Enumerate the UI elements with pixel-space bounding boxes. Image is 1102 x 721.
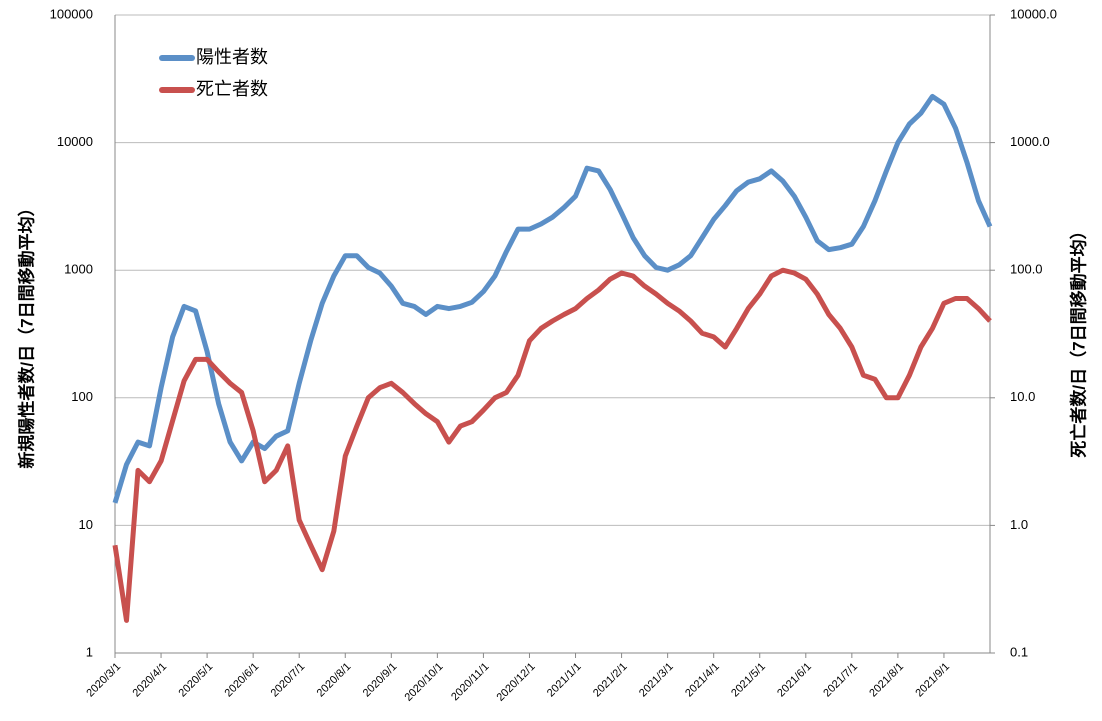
x-tick-label: 2021/1/1	[545, 661, 584, 700]
x-tick-label: 2020/6/1	[223, 661, 262, 700]
x-tick-label: 2020/5/1	[177, 661, 216, 700]
y-tick-label: 10000	[57, 134, 93, 149]
x-tick-label: 2021/3/1	[637, 661, 676, 700]
x-tick-label: 2021/4/1	[683, 661, 722, 700]
y-tick-label: 10	[79, 517, 93, 532]
y2-tick-label: 10000.0	[1010, 6, 1057, 21]
y2-tick-label: 1000.0	[1010, 134, 1050, 149]
y2-tick-label: 100.0	[1010, 262, 1043, 277]
x-tick-label: 2020/4/1	[130, 661, 169, 700]
x-tick-label: 2021/8/1	[867, 661, 906, 700]
y-tick-label: 100000	[50, 6, 93, 21]
x-tick-label: 2021/7/1	[821, 661, 860, 700]
x-tick-label: 2021/5/1	[729, 661, 768, 700]
x-tick-label: 2020/9/1	[361, 661, 400, 700]
legend-label: 死亡者数	[196, 79, 268, 99]
y-axis-title: 新規陽性者数/日（7日間移動平均）	[16, 199, 36, 468]
x-tick-label: 2021/9/1	[913, 661, 952, 700]
y2-tick-label: 1.0	[1010, 517, 1028, 532]
x-tick-label: 2021/2/1	[591, 661, 630, 700]
y2-tick-label: 0.1	[1010, 644, 1028, 659]
series-line	[112, 93, 993, 504]
legend-label: 陽性者数	[196, 47, 268, 67]
x-tick-label: 2020/7/1	[269, 661, 308, 700]
x-tick-label: 2020/3/1	[84, 661, 123, 700]
y2-tick-label: 10.0	[1010, 389, 1035, 404]
x-tick-label: 2020/11/1	[449, 661, 492, 704]
y-tick-label: 1	[86, 644, 93, 659]
y-tick-label: 100	[71, 389, 93, 404]
x-tick-label: 2020/10/1	[402, 661, 445, 704]
y2-axis-title: 死亡者数/日（7日間移動平均）	[1068, 222, 1088, 457]
x-tick-label: 2020/12/1	[495, 661, 538, 704]
y-tick-label: 1000	[64, 262, 93, 277]
x-tick-label: 2020/8/1	[315, 661, 354, 700]
x-tick-label: 2021/6/1	[775, 661, 814, 700]
series-line	[112, 267, 992, 623]
